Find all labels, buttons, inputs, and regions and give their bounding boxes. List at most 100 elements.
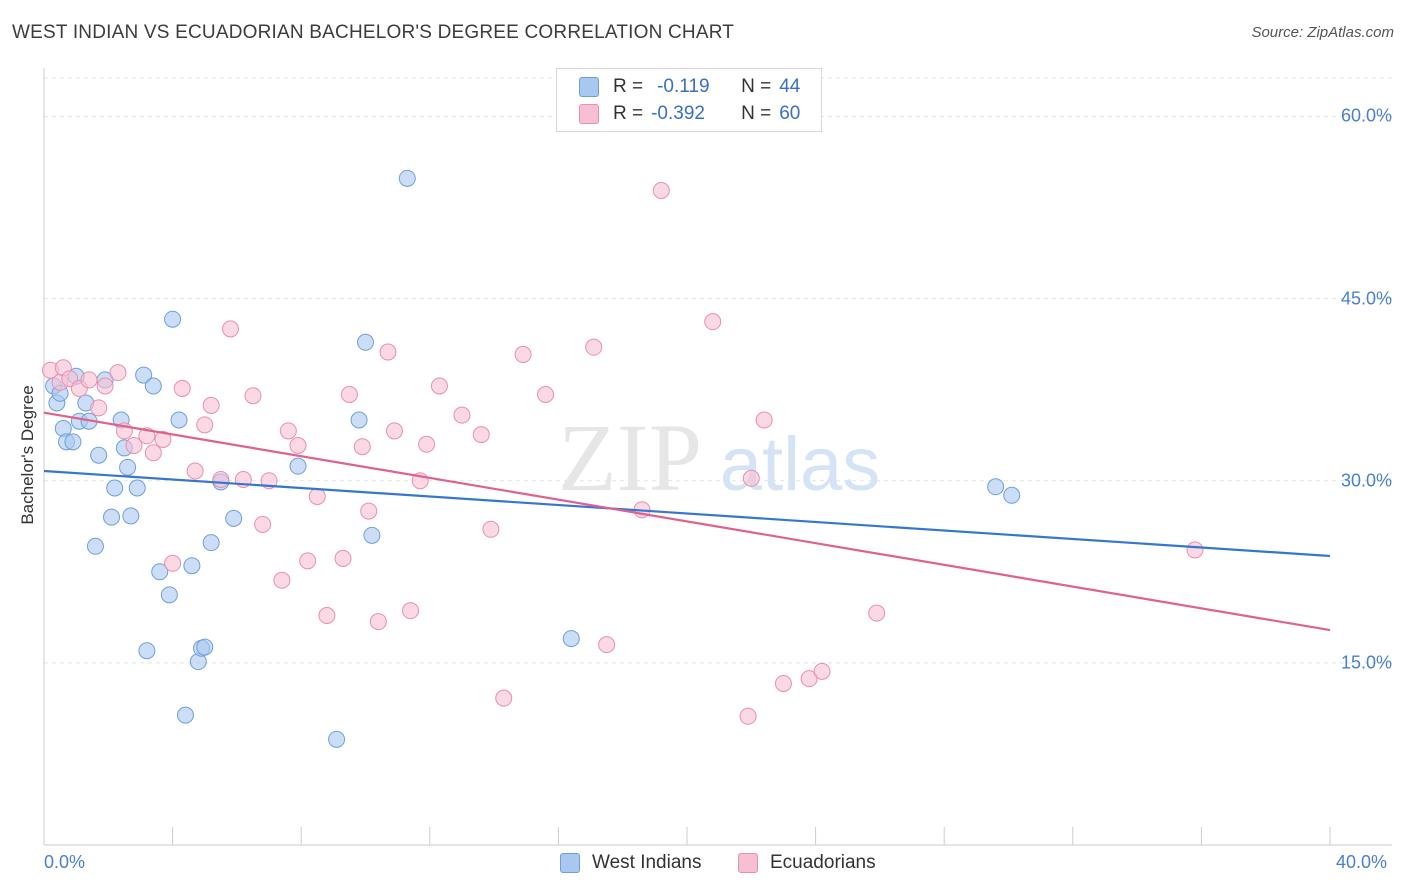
data-point bbox=[119, 458, 137, 476]
data-point bbox=[186, 462, 204, 480]
data-point bbox=[742, 469, 760, 487]
watermark-zip: ZIP bbox=[558, 404, 702, 511]
y-tick-label: 30.0% bbox=[1340, 470, 1392, 491]
data-point bbox=[482, 520, 500, 538]
data-point bbox=[170, 411, 188, 429]
data-point bbox=[813, 662, 831, 680]
data-point bbox=[212, 471, 230, 488]
data-point bbox=[363, 526, 381, 544]
data-point bbox=[350, 411, 368, 429]
data-point bbox=[360, 502, 378, 520]
data-point bbox=[225, 509, 243, 527]
data-point bbox=[122, 507, 140, 525]
bottom-legend-ecuadorians: Ecuadorians bbox=[738, 852, 876, 874]
data-point bbox=[800, 670, 818, 688]
data-point bbox=[308, 488, 326, 505]
data-point bbox=[202, 396, 220, 414]
data-point bbox=[398, 169, 416, 187]
legend-swatch-west-indians bbox=[579, 77, 599, 97]
data-point bbox=[273, 571, 291, 589]
data-point bbox=[562, 630, 580, 648]
data-point bbox=[221, 320, 239, 338]
data-points bbox=[41, 169, 1204, 748]
data-point bbox=[135, 366, 153, 384]
legend-row-west-indians: R = -0.119 N = 44 bbox=[579, 75, 800, 99]
y-tick-label: 15.0% bbox=[1340, 652, 1392, 673]
legend-n-value: 60 bbox=[779, 103, 801, 124]
data-point bbox=[86, 537, 104, 555]
data-point bbox=[774, 675, 792, 692]
trend-line-ecuadorians bbox=[43, 411, 1331, 632]
data-point bbox=[334, 549, 352, 567]
x-tick-min: 0.0% bbox=[44, 852, 86, 872]
bottom-legend-label: West Indians bbox=[592, 852, 702, 873]
data-point bbox=[868, 604, 886, 622]
data-point bbox=[289, 437, 307, 454]
data-point bbox=[64, 433, 82, 451]
data-point bbox=[160, 586, 178, 604]
data-point bbox=[279, 422, 297, 440]
data-point bbox=[739, 707, 757, 725]
bottom-swatch-ecuadorians bbox=[738, 853, 758, 873]
data-point bbox=[144, 377, 162, 395]
data-point bbox=[318, 607, 336, 624]
legend-r-label: R = bbox=[613, 103, 644, 124]
data-point bbox=[472, 426, 490, 444]
data-point bbox=[164, 554, 182, 572]
data-point bbox=[244, 387, 262, 405]
data-point bbox=[379, 343, 397, 361]
legend-n-value: 44 bbox=[779, 76, 801, 97]
y-tick-label: 45.0% bbox=[1340, 288, 1392, 309]
data-point bbox=[151, 563, 169, 581]
data-point bbox=[196, 638, 214, 656]
gridlines bbox=[44, 77, 1392, 664]
bottom-swatch-west-indians bbox=[560, 853, 580, 873]
legend-n-label: N = bbox=[741, 76, 772, 97]
legend-n-label: N = bbox=[741, 103, 772, 124]
source-label: Source: ZipAtlas.com bbox=[1251, 24, 1394, 41]
data-point bbox=[289, 457, 307, 475]
legend-r-value: -0.392 bbox=[651, 103, 705, 124]
data-point bbox=[385, 422, 403, 440]
data-point bbox=[202, 534, 220, 552]
data-point bbox=[987, 478, 1005, 496]
data-point bbox=[453, 406, 471, 424]
data-point bbox=[183, 557, 201, 575]
data-point bbox=[585, 338, 603, 356]
data-point bbox=[90, 446, 108, 464]
data-point bbox=[704, 313, 722, 331]
data-point bbox=[357, 333, 374, 351]
data-point bbox=[652, 182, 670, 199]
data-point bbox=[495, 689, 513, 707]
bottom-legend-label: Ecuadorians bbox=[770, 852, 876, 873]
data-point bbox=[598, 636, 616, 654]
data-point bbox=[755, 411, 773, 429]
data-point bbox=[299, 552, 317, 570]
bottom-legend-west-indians: West Indians bbox=[560, 852, 701, 874]
data-point bbox=[402, 602, 420, 620]
trend-lines bbox=[43, 411, 1331, 632]
data-point bbox=[173, 379, 191, 397]
data-point bbox=[138, 642, 156, 660]
data-point bbox=[340, 386, 358, 403]
data-point bbox=[254, 515, 272, 533]
data-point bbox=[96, 377, 114, 395]
data-point bbox=[1003, 486, 1021, 504]
data-point bbox=[90, 399, 108, 417]
watermark: ZIP atlas bbox=[558, 404, 880, 511]
data-point bbox=[144, 444, 162, 462]
legend-row-ecuadorians: R = -0.392 N = 60 bbox=[579, 102, 800, 126]
chart-title: WEST INDIAN VS ECUADORIAN BACHELOR'S DEG… bbox=[12, 22, 735, 43]
data-point bbox=[1186, 541, 1204, 559]
data-point bbox=[369, 613, 387, 631]
data-point bbox=[103, 508, 121, 526]
data-point bbox=[106, 479, 124, 497]
data-point bbox=[418, 435, 436, 453]
data-point bbox=[176, 706, 194, 724]
data-point bbox=[128, 479, 146, 497]
data-point bbox=[109, 364, 127, 382]
series-ecuadorians bbox=[41, 182, 1204, 725]
watermark-atlas: atlas bbox=[720, 422, 881, 507]
data-point bbox=[125, 437, 143, 454]
